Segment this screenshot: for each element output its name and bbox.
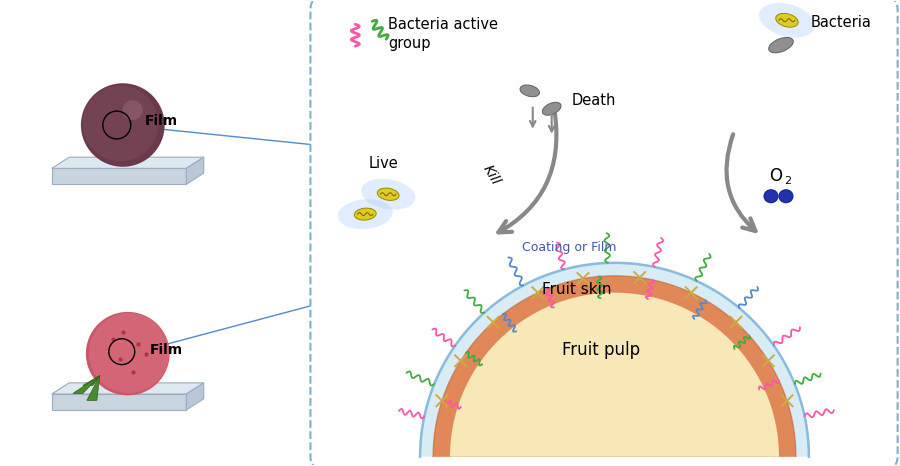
Ellipse shape bbox=[776, 14, 798, 27]
Text: Death: Death bbox=[572, 93, 616, 108]
Ellipse shape bbox=[764, 190, 778, 203]
Polygon shape bbox=[51, 394, 186, 410]
Polygon shape bbox=[51, 157, 203, 168]
Text: Live: Live bbox=[368, 157, 398, 171]
Ellipse shape bbox=[361, 179, 415, 210]
Text: O: O bbox=[769, 167, 782, 185]
Polygon shape bbox=[186, 157, 203, 184]
Text: Fruit pulp: Fruit pulp bbox=[562, 341, 640, 359]
Text: Coating or Film: Coating or Film bbox=[522, 241, 617, 254]
Wedge shape bbox=[450, 293, 779, 457]
Polygon shape bbox=[87, 376, 100, 400]
Circle shape bbox=[81, 83, 165, 167]
Polygon shape bbox=[51, 383, 203, 394]
Circle shape bbox=[83, 86, 158, 161]
Ellipse shape bbox=[779, 190, 793, 203]
FancyBboxPatch shape bbox=[310, 0, 897, 466]
Text: Film: Film bbox=[149, 343, 183, 356]
Polygon shape bbox=[83, 376, 100, 385]
Wedge shape bbox=[450, 293, 779, 457]
Ellipse shape bbox=[355, 208, 376, 220]
Wedge shape bbox=[450, 293, 779, 457]
Wedge shape bbox=[420, 263, 809, 457]
Text: Kill: Kill bbox=[480, 162, 502, 187]
Wedge shape bbox=[433, 276, 796, 457]
Text: Bacteria: Bacteria bbox=[811, 15, 872, 30]
Ellipse shape bbox=[520, 85, 539, 97]
Circle shape bbox=[89, 313, 169, 393]
Ellipse shape bbox=[759, 3, 815, 38]
Text: Fruit skin: Fruit skin bbox=[542, 281, 611, 297]
Polygon shape bbox=[51, 168, 186, 184]
Circle shape bbox=[122, 100, 143, 120]
Ellipse shape bbox=[769, 37, 793, 53]
Wedge shape bbox=[433, 276, 796, 457]
Text: Film: Film bbox=[145, 114, 178, 128]
Ellipse shape bbox=[377, 188, 399, 200]
Text: 2: 2 bbox=[785, 176, 792, 186]
Ellipse shape bbox=[338, 199, 392, 229]
Text: Bacteria active
group: Bacteria active group bbox=[388, 17, 499, 51]
Ellipse shape bbox=[543, 102, 561, 115]
Polygon shape bbox=[186, 383, 203, 410]
Circle shape bbox=[86, 312, 169, 396]
Polygon shape bbox=[73, 376, 100, 393]
